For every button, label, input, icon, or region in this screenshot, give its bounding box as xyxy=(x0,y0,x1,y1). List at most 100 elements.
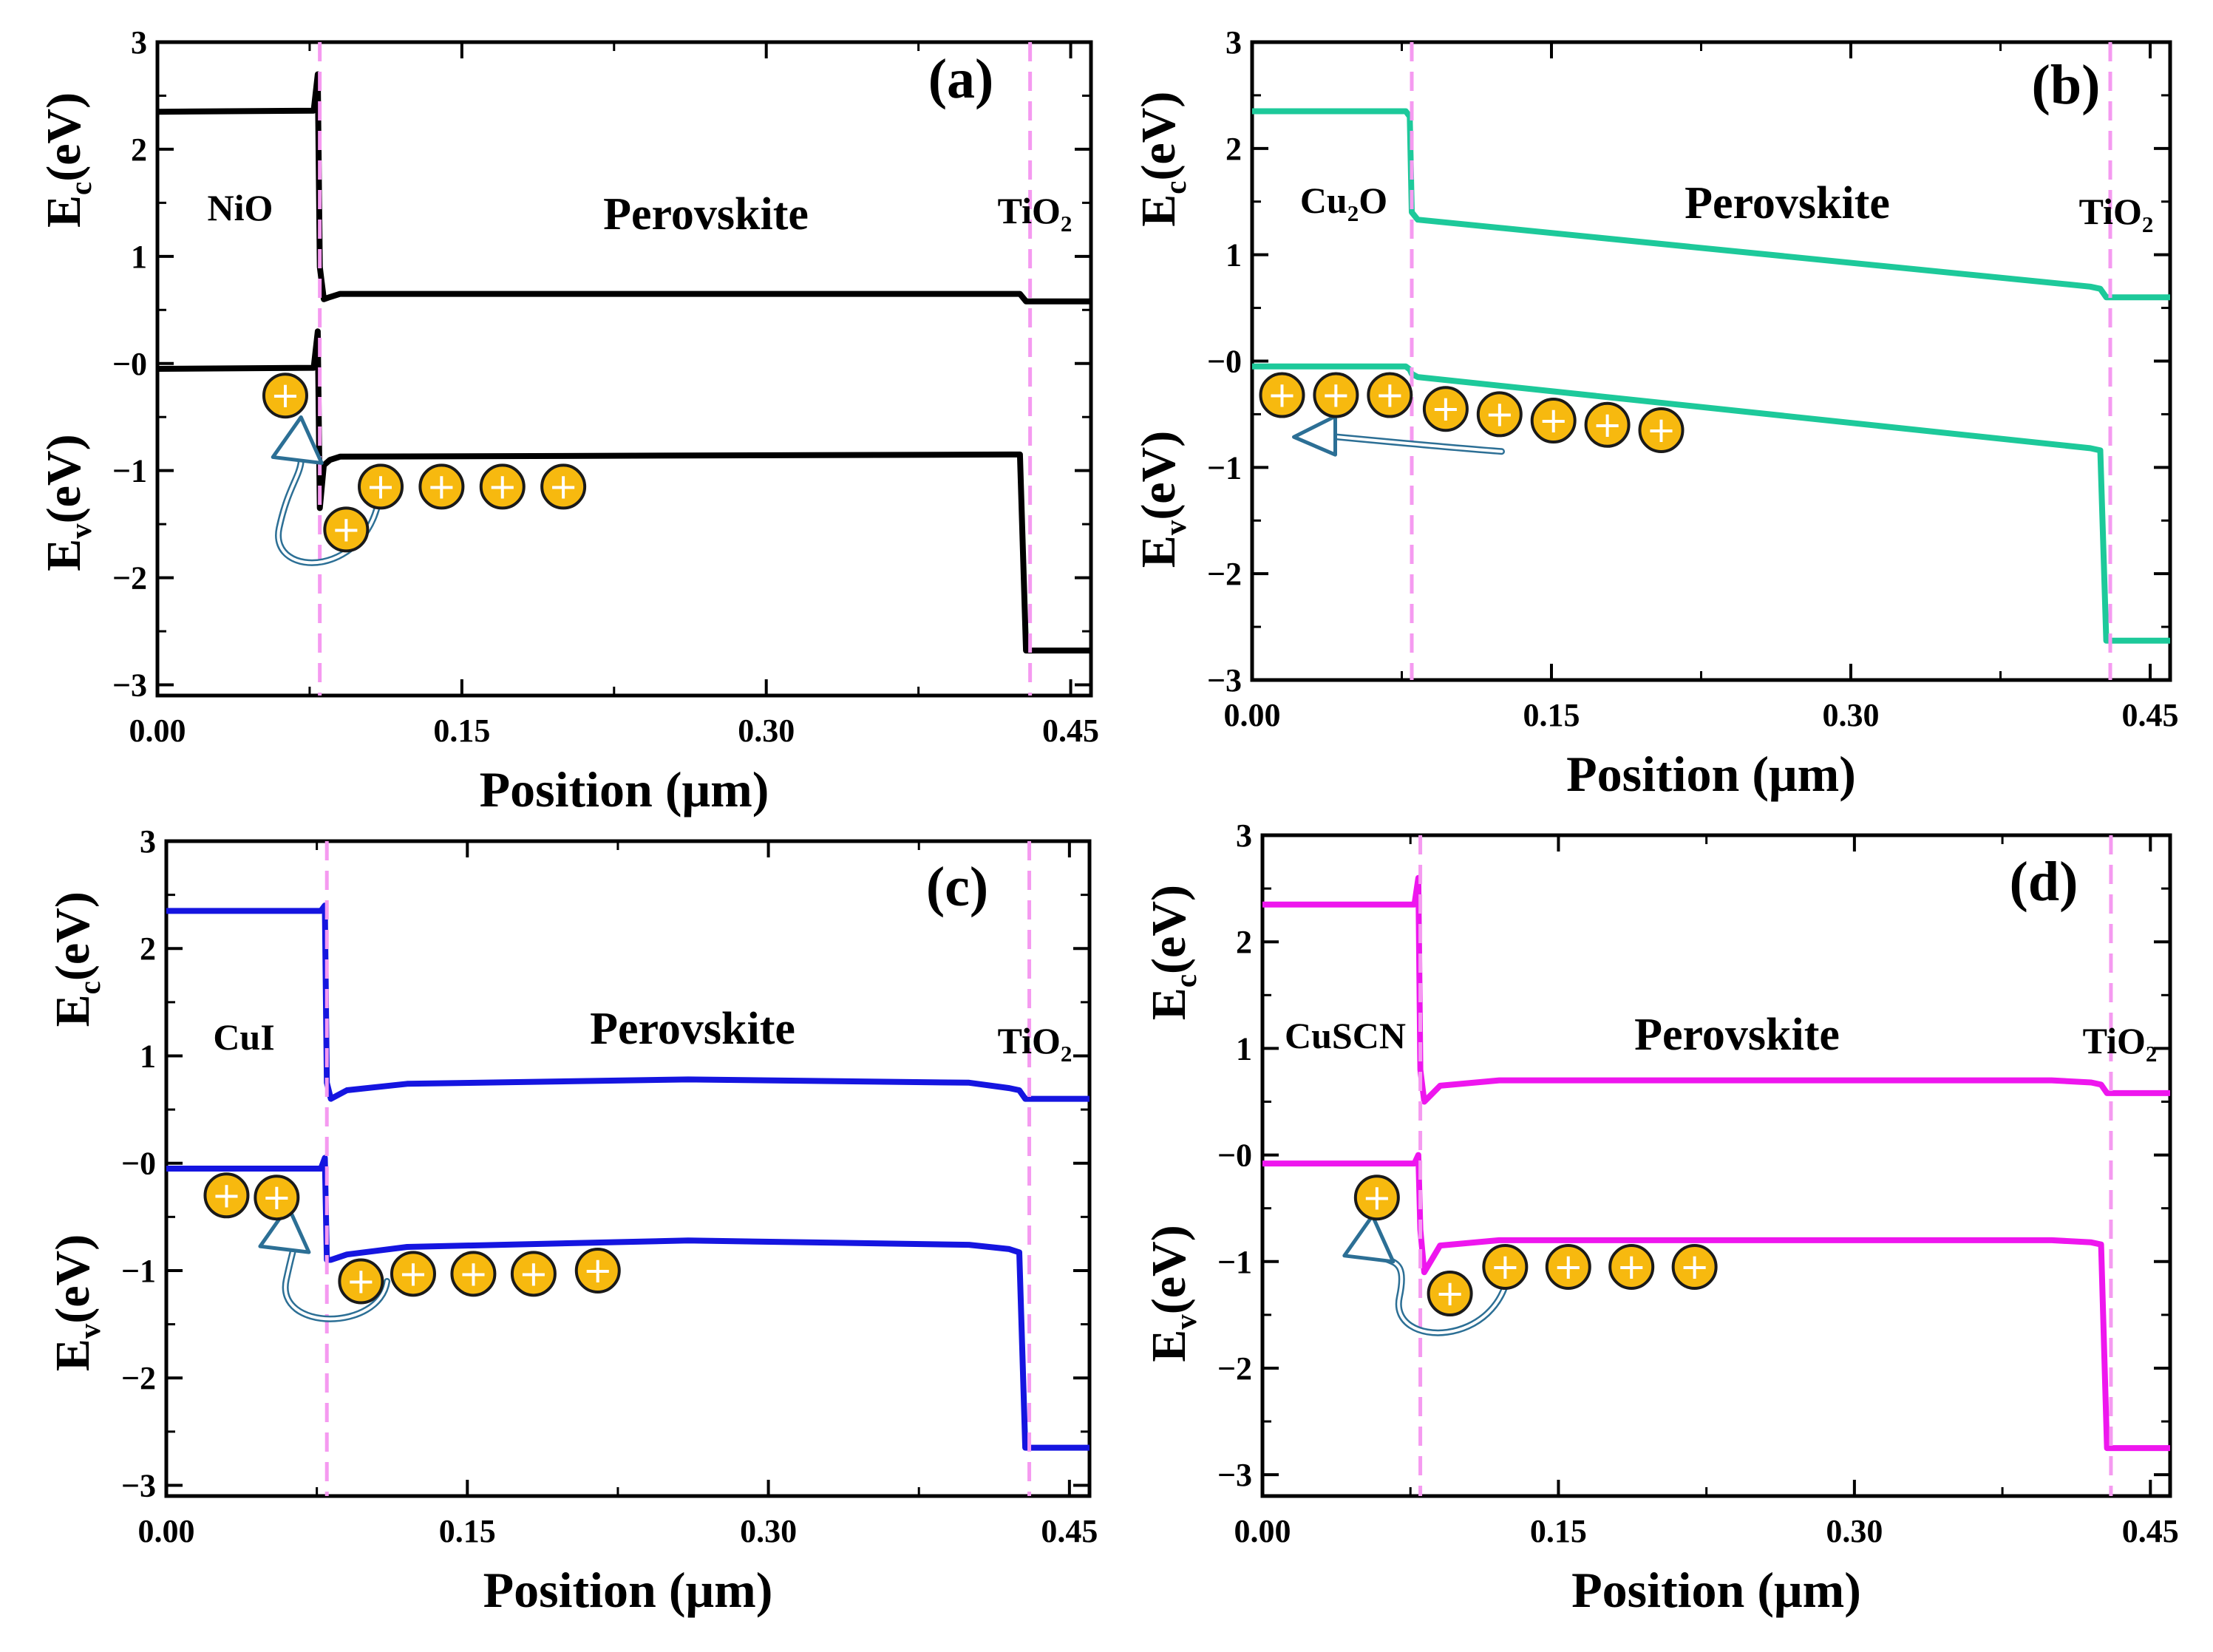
hole-plus-sign: + xyxy=(262,1177,291,1218)
hole: + xyxy=(1584,401,1631,448)
absorber-label: Perovskite xyxy=(1685,178,1890,228)
hole-plus-sign: + xyxy=(1617,1246,1646,1288)
absorber-label: Perovskite xyxy=(590,1004,795,1054)
y-tick-label: −2 xyxy=(1207,556,1242,592)
y-tick-label: 3 xyxy=(131,24,147,61)
y-axis-title-ec-text: Ec(eV) xyxy=(1142,885,1203,1020)
hole-circle xyxy=(203,1172,250,1219)
hole-plus-sign: + xyxy=(583,1250,613,1291)
hole: + xyxy=(1367,372,1413,418)
hole-circle xyxy=(479,463,526,510)
y-tick-label: −3 xyxy=(121,1467,156,1503)
y-tick-label: −3 xyxy=(112,667,147,704)
hole-circle xyxy=(1259,372,1305,418)
hole-circle xyxy=(323,506,370,553)
hole-transfer-arrow-inner xyxy=(1320,434,1503,453)
hole-plus-sign: + xyxy=(271,375,300,416)
hole: + xyxy=(479,463,526,510)
hole: + xyxy=(1671,1243,1718,1290)
hole-circle xyxy=(1584,401,1631,448)
y-axis-title-ec-text: Ec(eV) xyxy=(37,92,98,228)
hole-plus-sign: + xyxy=(366,466,395,507)
chart-panel-0: 0.00 0.15 0.30 0.45 3 2 1 −0 −1 −2 −3 Position (μm)… xyxy=(37,24,1099,817)
y-tick-label: −2 xyxy=(112,560,147,596)
y-tick-label: 2 xyxy=(1226,131,1242,167)
x-tick-label: 0.30 xyxy=(1823,697,1880,733)
y-axis-title-ec: Ec(eV) xyxy=(1142,885,1203,1020)
hole-plus-sign: + xyxy=(458,1253,488,1294)
band-line-ev xyxy=(157,328,1091,654)
hole-circle xyxy=(1482,1243,1529,1290)
hole-plus-sign: + xyxy=(398,1253,428,1294)
y-axis-title-ec-text: Ec(eV) xyxy=(1132,92,1192,227)
hole-circle xyxy=(358,463,404,510)
y-axis-title-ec-text: Ec(eV) xyxy=(46,891,106,1027)
data-layer xyxy=(157,42,1091,696)
hole-plus-sign: + xyxy=(331,509,361,550)
y-axis-title-ec: Ec(eV) xyxy=(46,891,106,1027)
hole: + xyxy=(1259,372,1305,418)
hole-circle xyxy=(1638,407,1685,453)
y-tick-label: −0 xyxy=(1217,1138,1252,1174)
hole: + xyxy=(338,1258,384,1305)
y-tick-label: 1 xyxy=(1236,1030,1252,1067)
hole-plus-sign: + xyxy=(1554,1246,1583,1288)
y-tick-label: −0 xyxy=(121,1146,156,1182)
y-tick-label: 3 xyxy=(1226,24,1242,61)
hole-circle xyxy=(510,1251,557,1297)
hole-plus-sign: + xyxy=(519,1253,548,1294)
y-axis-title-ev: Ev(eV) xyxy=(46,1234,106,1371)
x-axis-title: Position (μm) xyxy=(483,1562,773,1618)
hole: + xyxy=(1545,1243,1591,1290)
htl-label: CuI xyxy=(213,1016,274,1058)
band-line-ec xyxy=(166,903,1089,1102)
hole-circle xyxy=(254,1175,300,1221)
hole-plus-sign: + xyxy=(1435,1273,1464,1314)
hole: + xyxy=(1638,407,1685,453)
hole-circle xyxy=(450,1251,497,1297)
band-line-ev xyxy=(1262,1152,2170,1452)
etl-label: TiO2 xyxy=(998,190,1072,237)
panel-label: (d) xyxy=(2010,851,2078,913)
hole: + xyxy=(358,463,404,510)
y-tick-label: 3 xyxy=(140,823,156,860)
x-tick-label: 0.00 xyxy=(1234,1513,1291,1549)
x-tick-label: 0.15 xyxy=(1523,697,1580,733)
hole-plus-sign: + xyxy=(1267,375,1296,416)
hole-plus-sign: + xyxy=(1321,375,1350,416)
y-tick-label: 1 xyxy=(1226,237,1242,273)
hole: + xyxy=(1353,1175,1400,1221)
hole-circle xyxy=(338,1258,384,1305)
htl-label: Cu2O xyxy=(1300,180,1387,226)
y-axis-title-ev: Ev(eV) xyxy=(37,434,98,571)
band-line-ev xyxy=(166,1155,1089,1451)
chart-panel-2: 0.00 0.15 0.30 0.45 3 2 1 −0 −1 −2 −3 Position (μm)… xyxy=(46,823,1098,1618)
hole-circle xyxy=(1353,1175,1400,1221)
htl-label: NiO xyxy=(208,187,273,228)
x-tick-label: 0.00 xyxy=(129,713,186,749)
y-tick-label: −1 xyxy=(121,1253,156,1289)
hole-circle xyxy=(540,463,587,510)
etl-label: TiO2 xyxy=(2079,191,2154,237)
y-axis-title-ev-text: Ev(eV) xyxy=(1142,1225,1203,1362)
hole: + xyxy=(254,1175,300,1221)
hole-circle xyxy=(1422,386,1469,432)
y-axis-title-ev: Ev(eV) xyxy=(1132,431,1192,568)
arrow-head xyxy=(258,1204,311,1254)
hole-circle xyxy=(1671,1243,1718,1290)
chart-panel-1: 0.00 0.15 0.30 0.45 3 2 1 −0 −1 −2 −3 Position (μm)… xyxy=(1132,24,2179,802)
x-tick-label: 0.00 xyxy=(138,1513,195,1549)
etl-label: TiO2 xyxy=(998,1020,1072,1067)
x-tick-label: 0.30 xyxy=(740,1513,797,1549)
hole-circle xyxy=(418,463,465,510)
y-axis-title-ec: Ec(eV) xyxy=(1132,92,1192,227)
y-axis-title-ev-text: Ev(eV) xyxy=(46,1234,106,1371)
hole-plus-sign: + xyxy=(1490,1246,1520,1288)
hole: + xyxy=(1608,1243,1655,1290)
data-layer xyxy=(1252,42,2170,680)
panel-label: (c) xyxy=(926,856,988,918)
y-tick-label: −1 xyxy=(1217,1244,1252,1280)
hole: + xyxy=(1530,398,1577,444)
x-tick-label: 0.45 xyxy=(2122,1513,2179,1549)
